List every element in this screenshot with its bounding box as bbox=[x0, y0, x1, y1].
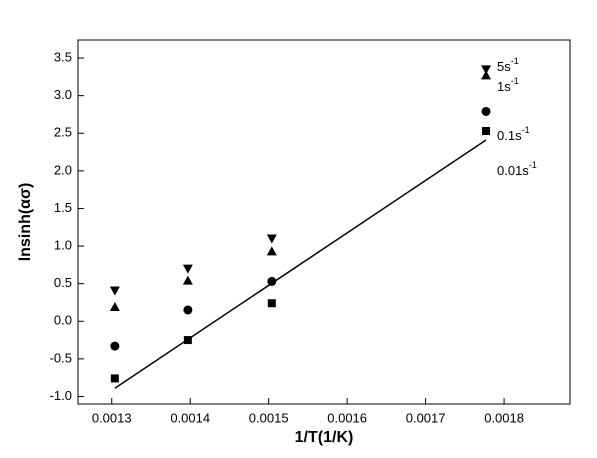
annotation: 0.01s-1 bbox=[497, 160, 537, 178]
annotation: 5s-1 bbox=[497, 56, 519, 74]
annotation: 1s-1 bbox=[497, 76, 519, 94]
y-tick-label: 2.0 bbox=[54, 162, 72, 177]
y-tick-label: -0.5 bbox=[50, 350, 72, 365]
annotation-text: 5s bbox=[497, 59, 511, 74]
point bbox=[266, 234, 277, 244]
point bbox=[481, 106, 491, 116]
point bbox=[481, 70, 492, 80]
point bbox=[110, 341, 120, 351]
y-tick-label: 1.0 bbox=[54, 238, 72, 253]
point bbox=[481, 65, 492, 75]
point bbox=[182, 275, 193, 285]
point bbox=[182, 264, 193, 274]
annotation-text: 0.1s bbox=[497, 128, 522, 143]
annotation-sup: -1 bbox=[511, 56, 519, 66]
x-tick-label: 0.0015 bbox=[249, 410, 289, 425]
y-tick-label: 3.5 bbox=[54, 49, 72, 64]
plot-frame bbox=[77, 39, 571, 405]
x-tick-label: 0.0016 bbox=[327, 410, 367, 425]
point bbox=[267, 299, 276, 308]
x-tick-label: 0.0014 bbox=[170, 410, 210, 425]
y-tick-label: 3.0 bbox=[54, 87, 72, 102]
annotation-text: 1s bbox=[497, 79, 511, 94]
point bbox=[109, 301, 120, 311]
x-tick-label: 0.0017 bbox=[406, 410, 446, 425]
point bbox=[110, 374, 119, 383]
x-tick-label: 0.0013 bbox=[92, 410, 132, 425]
y-tick-label: 1.5 bbox=[54, 200, 72, 215]
point bbox=[183, 336, 192, 345]
annotation-sup: -1 bbox=[511, 76, 519, 86]
annotation-sup: -1 bbox=[529, 160, 537, 170]
x-axis-label: 1/T(1/K) bbox=[295, 429, 354, 446]
point bbox=[109, 286, 120, 296]
annotation-sup: -1 bbox=[522, 125, 530, 135]
y-tick-label: 0.0 bbox=[54, 313, 72, 328]
y-tick-label: 2.5 bbox=[54, 125, 72, 140]
point bbox=[183, 305, 193, 315]
point bbox=[266, 246, 277, 256]
y-axis-label: lnsinh(ασ) bbox=[17, 183, 34, 262]
point bbox=[482, 127, 491, 135]
fit-line bbox=[114, 139, 487, 389]
point bbox=[267, 276, 277, 286]
annotation: 0.1s-1 bbox=[497, 125, 530, 143]
annotation-text: 0.01s bbox=[497, 163, 529, 178]
y-tick-label: 0.5 bbox=[54, 275, 72, 290]
x-tick-label: 0.0018 bbox=[484, 410, 524, 425]
y-tick-label: -1.0 bbox=[50, 388, 72, 403]
